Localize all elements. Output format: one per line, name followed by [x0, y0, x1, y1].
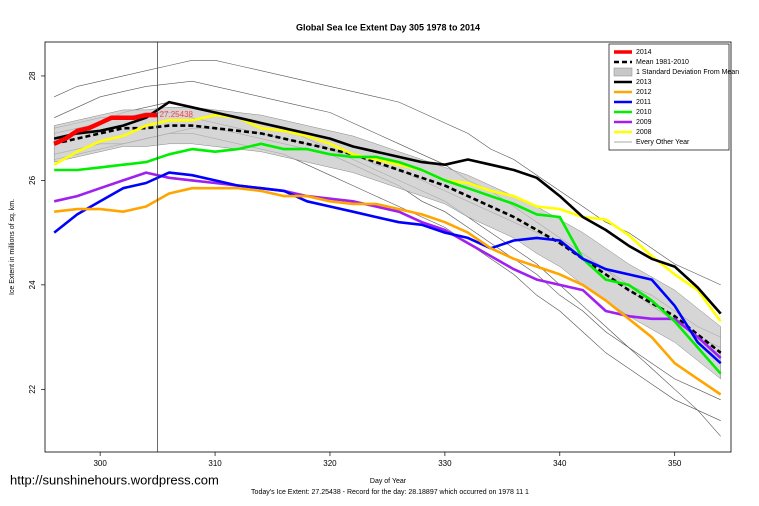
legend-label: 2014	[636, 49, 652, 56]
annotation: 27.25438	[160, 110, 194, 119]
series-line	[53, 171, 722, 365]
legend-label: 2012	[636, 89, 652, 96]
legend-label: 2009	[636, 119, 652, 126]
x-tick-label: 300	[93, 459, 107, 468]
y-tick-label: 24	[28, 280, 37, 289]
plot-frame	[44, 41, 732, 453]
watermark: http://sunshinehours.wordpress.com	[10, 472, 219, 487]
y-axis-label: Ice Extent in millions of sq. km.	[9, 199, 16, 295]
x-tick-label: 350	[668, 459, 682, 468]
x-tick-label: 310	[208, 459, 222, 468]
footer: Today's Ice Extent: 27.25438 - Record fo…	[251, 489, 529, 496]
x-axis-label: Day of Year	[370, 478, 407, 485]
x-tick-label: 340	[553, 459, 567, 468]
y-tick-label: 22	[28, 384, 37, 393]
series-line	[53, 124, 722, 354]
y-tick-label: 26	[28, 175, 37, 184]
series-line	[54, 142, 722, 375]
legend-label: 2010	[636, 109, 652, 116]
legend-label: 2008	[636, 129, 652, 136]
series-line	[53, 112, 158, 146]
chart-title: Global Sea Ice Extent Day 305 1978 to 20…	[296, 22, 480, 32]
series-line	[53, 113, 722, 323]
x-tick-label: 330	[438, 459, 452, 468]
legend-label: Mean 1981-2010	[636, 59, 689, 66]
legend-swatch	[613, 67, 633, 77]
plot-area	[53, 60, 722, 437]
year-line	[54, 60, 721, 286]
legend-label: 1 Standard Deviation From Mean	[636, 69, 739, 76]
series-line	[53, 171, 722, 359]
legend-label: 2013	[636, 79, 652, 86]
series-line	[54, 186, 722, 396]
y-tick-label: 28	[28, 71, 37, 80]
series-line	[53, 100, 722, 315]
legend-label: Every Other Year	[636, 139, 690, 146]
legend-label: 2011	[636, 99, 651, 106]
x-tick-label: 320	[323, 459, 337, 468]
